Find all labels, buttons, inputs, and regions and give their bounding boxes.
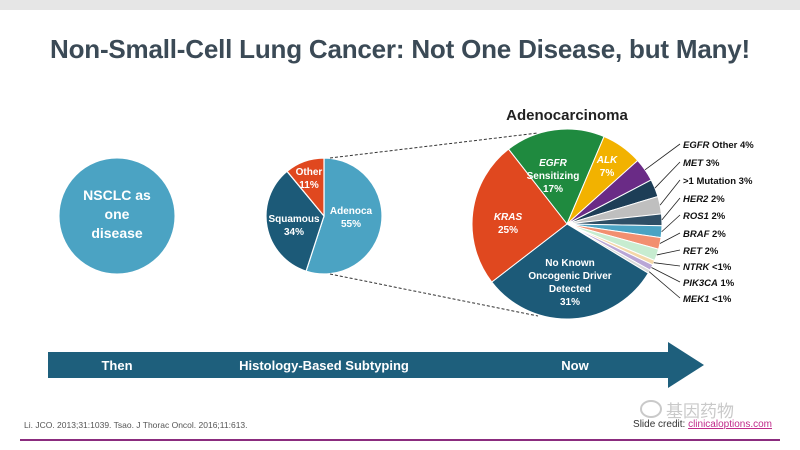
pie3-leader [661,197,681,221]
pie3-leader [653,262,681,267]
pie3-inside-noknown: Detected [549,284,591,295]
arrow-label: Histology-Based Subtyping [239,358,409,373]
pie3-outside-label: ROS1 2% [683,211,726,222]
pie3-leader [659,232,681,244]
pie3-slice-13 [471,148,568,283]
pie3-inside-alk: ALK [596,155,618,166]
slide-credit: Slide credit: clinicaloptions.com [633,419,772,430]
pie3-inside-kras: KRAS [494,212,523,223]
pie3-outside-label: RET 2% [683,246,719,257]
timeline-arrow [48,342,704,388]
pie3-inside-alk: 7% [600,168,615,179]
pie3-title: Adenocarcinoma [506,107,628,124]
pie3-slice-0 [507,128,605,225]
watermark: 基因药物 [640,398,770,421]
pie3-leader [659,179,681,206]
arrow-label: Then [101,358,132,373]
pie1-label-line: disease [91,225,143,241]
pie2-label: Adenoca [330,206,373,217]
pie3-outside-label: EGFR Other 4% [683,140,754,151]
credit-link[interactable]: clinicaloptions.com [688,419,772,430]
pie3-inside-egfr: 17% [543,184,563,195]
pie2-value: 34% [284,227,304,238]
footer-line [20,439,780,441]
pie3-slice-12 [491,223,649,320]
pie1-slice [58,157,176,275]
arrow-label: Now [561,358,589,373]
credit-prefix: Slide credit: [633,419,689,430]
pie3-leader [654,161,681,189]
pie3-leader [651,267,681,283]
pie2-slice-squamous [265,170,325,272]
slide-title: Non-Small-Cell Lung Cancer: Not One Dise… [50,34,750,64]
pie3-leader [661,214,681,233]
pie2-slice-adenoca [305,157,383,275]
pie2-label: Other [296,167,323,178]
citation: Li. JCO. 2013;31:1039. Tsao. J Thorac On… [24,420,248,430]
wechat-icon [640,400,662,418]
pie3-inside-kras: 25% [498,225,518,236]
pie3-inside-noknown: 31% [560,297,580,308]
pie3-outside-label: HER2 2% [683,194,725,205]
pie3-outside-label: PIK3CA 1% [683,278,735,289]
pie3-inside-egfr: EGFR [539,158,568,169]
watermark-text: 基因药物 [666,401,734,421]
pie3-outside-label: BRAF 2% [683,229,726,240]
zoom-line-bottom [329,273,539,317]
pie3-outside-label: MET 3% [683,158,720,169]
pie3-leader [644,143,681,171]
pie3-leader [656,249,681,256]
pie2-label: Squamous [268,214,320,225]
top-bar [0,0,800,10]
pie3-inside-noknown: No Known [545,258,594,269]
pie3-outside-label: >1 Mutation 3% [683,176,753,187]
pie3-outside-label: MEK1 <1% [683,294,732,305]
pie2-value: 11% [299,180,319,191]
pie3-leader [648,271,681,299]
pie1-label-line: NSCLC as [83,187,151,203]
pie1-label-line: one [105,206,130,222]
pie3-inside-noknown: Oncogenic Driver [528,271,611,282]
pie2-slice-other [286,157,325,218]
pie2-value: 55% [341,219,361,230]
pie3-outside-label: NTRK <1% [683,262,732,273]
pie3-inside-egfr: Sensitizing [527,171,580,182]
